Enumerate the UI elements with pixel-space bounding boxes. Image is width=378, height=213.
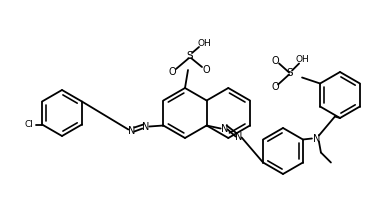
Text: N: N (128, 125, 135, 135)
Text: O: O (271, 56, 279, 66)
Text: N: N (235, 131, 242, 141)
Text: S: S (187, 51, 193, 61)
Text: OH: OH (295, 55, 309, 64)
Text: OH: OH (197, 39, 211, 49)
Text: O: O (168, 67, 176, 77)
Text: O: O (271, 82, 279, 92)
Text: N: N (142, 121, 149, 131)
Text: O: O (202, 65, 210, 75)
Text: Cl: Cl (25, 120, 34, 129)
Text: N: N (313, 134, 321, 144)
Text: N: N (221, 124, 228, 134)
Text: S: S (287, 69, 293, 79)
